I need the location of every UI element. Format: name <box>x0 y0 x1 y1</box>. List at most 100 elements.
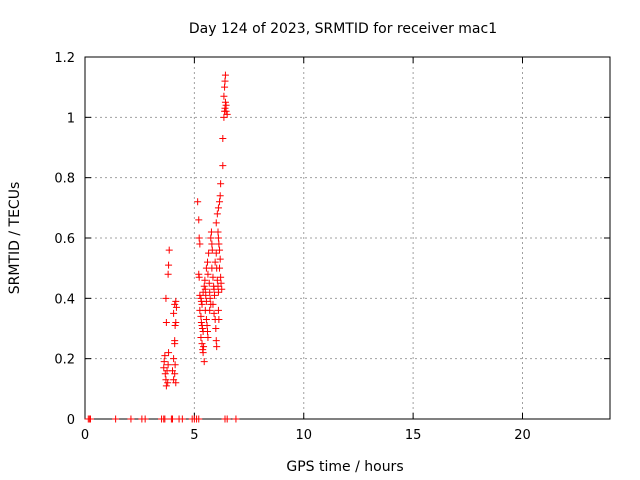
axis-ticks: 0 0.2 0.4 0.6 0.8 1 1.2 0 5 10 15 20 <box>54 51 610 443</box>
data-point <box>172 318 180 326</box>
data-point <box>201 285 209 293</box>
data-point <box>198 325 206 332</box>
x-tick-label: 0 <box>81 428 89 443</box>
x-tick-label: 20 <box>514 428 531 443</box>
data-point <box>221 98 229 106</box>
data-point <box>232 415 240 423</box>
data-point <box>209 300 217 308</box>
data-point <box>217 273 225 281</box>
data-point <box>195 415 203 423</box>
data-point <box>207 228 215 236</box>
data-point <box>170 309 178 317</box>
data-point <box>160 364 168 372</box>
x-tick-label: 15 <box>405 428 422 443</box>
y-axis-label: SRMTID / TECUs <box>7 182 23 295</box>
data-point <box>86 415 94 423</box>
data-point <box>165 261 173 269</box>
data-point <box>220 92 228 100</box>
data-point <box>216 246 224 254</box>
data-point <box>213 343 221 351</box>
data-point <box>197 334 205 342</box>
data-point <box>211 258 219 266</box>
data-point <box>161 370 169 378</box>
data-point <box>161 352 169 360</box>
data-point <box>208 240 216 248</box>
y-tick-label: 1 <box>67 111 75 126</box>
data-point <box>211 291 218 299</box>
data-point <box>217 279 225 287</box>
data-points <box>84 71 240 423</box>
data-point <box>214 234 222 242</box>
data-point <box>210 285 218 293</box>
data-point <box>202 291 210 299</box>
data-point <box>207 234 215 242</box>
data-point <box>212 337 220 345</box>
data-point <box>212 219 220 227</box>
data-point <box>214 288 222 296</box>
data-point <box>171 300 179 308</box>
data-point <box>206 306 214 314</box>
data-point <box>212 325 220 332</box>
data-point <box>197 312 205 320</box>
data-point <box>214 228 222 236</box>
data-point <box>199 349 207 357</box>
data-point <box>214 306 222 314</box>
data-point <box>196 291 204 299</box>
data-point <box>164 379 172 387</box>
data-point <box>215 240 223 248</box>
data-point <box>202 315 210 323</box>
data-point <box>215 315 223 323</box>
data-point <box>216 192 224 200</box>
grid <box>85 57 610 419</box>
data-point <box>200 282 208 290</box>
y-tick-label: 0 <box>67 413 75 428</box>
data-point <box>195 273 203 281</box>
data-point <box>223 110 231 118</box>
data-point <box>205 249 213 257</box>
data-point <box>214 282 222 290</box>
data-point <box>165 349 173 357</box>
data-point <box>127 415 135 423</box>
data-point <box>204 270 212 278</box>
data-point <box>141 415 149 423</box>
data-point <box>162 318 170 326</box>
data-point <box>178 415 186 423</box>
y-tick-label: 0.8 <box>54 172 75 187</box>
y-tick-label: 1.2 <box>54 51 75 66</box>
data-point <box>170 355 178 363</box>
data-point <box>204 328 211 336</box>
chart-title: Day 124 of 2023, SRMTID for receiver mac… <box>189 21 497 37</box>
data-point <box>161 415 169 423</box>
data-point <box>218 285 226 293</box>
data-point <box>162 294 170 302</box>
data-point <box>203 321 211 329</box>
data-point <box>164 270 172 278</box>
x-tick-label: 10 <box>295 428 312 443</box>
data-point <box>212 249 220 257</box>
data-point <box>171 361 179 369</box>
data-point <box>197 318 205 326</box>
data-point <box>195 234 203 242</box>
data-point <box>214 204 222 212</box>
data-point <box>221 104 229 112</box>
data-point <box>221 83 229 91</box>
data-point <box>223 415 231 423</box>
data-point <box>222 101 230 109</box>
data-point <box>200 343 208 351</box>
data-point <box>162 376 170 384</box>
data-point <box>169 415 176 423</box>
data-point <box>162 382 170 390</box>
data-point <box>206 294 214 302</box>
data-point <box>172 379 180 387</box>
y-tick-label: 0.4 <box>54 292 75 307</box>
data-point <box>171 370 179 378</box>
data-point <box>194 198 202 206</box>
data-point <box>216 255 224 263</box>
y-tick-label: 0.6 <box>54 232 75 247</box>
data-point <box>213 276 221 284</box>
data-point <box>200 358 208 366</box>
data-point <box>220 113 228 121</box>
data-point <box>221 77 229 85</box>
data-point <box>171 340 179 348</box>
